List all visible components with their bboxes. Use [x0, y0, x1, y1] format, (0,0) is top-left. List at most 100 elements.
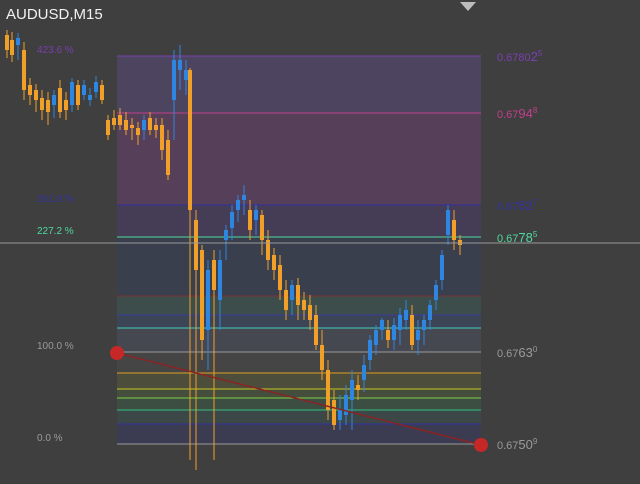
candle-body	[200, 250, 204, 340]
symbol-timeframe-label: AUDUSD,M15	[6, 6, 103, 23]
candle-body	[254, 210, 258, 220]
fib-zone	[117, 315, 481, 328]
fib-price-label: 0.678025	[497, 49, 543, 64]
fib-price-label: 0.67827	[497, 198, 538, 213]
candle-body	[344, 395, 348, 415]
trend-handle-end[interactable]	[474, 438, 488, 452]
candle-body	[332, 400, 336, 425]
candle-body	[5, 35, 9, 50]
candle-body	[398, 315, 402, 330]
candle-body	[272, 255, 276, 270]
candle-body	[70, 82, 74, 105]
candle-body	[160, 125, 164, 150]
candle-body	[218, 260, 222, 300]
candle-body	[184, 70, 188, 80]
candle-body	[94, 82, 98, 92]
fib-percent-label: 423.6 %	[37, 45, 74, 56]
fib-percent-label: 100.0 %	[37, 341, 74, 352]
candle-body	[428, 305, 432, 320]
candle-body	[380, 320, 384, 330]
candle-body	[392, 325, 396, 340]
fib-zone	[117, 352, 481, 373]
fib-zone	[117, 398, 481, 410]
candle-body	[260, 215, 264, 240]
candle-body	[416, 330, 420, 340]
candle-body	[88, 95, 92, 100]
candle-body	[82, 85, 86, 95]
fib-price-label: 0.67785	[497, 230, 538, 245]
fib-zone	[117, 328, 481, 352]
candle-body	[290, 285, 294, 300]
candle-body	[206, 270, 210, 330]
fib-zone	[117, 410, 481, 424]
candle-body	[362, 365, 366, 380]
candle-body	[16, 38, 20, 45]
fib-percent-label: 0.0 %	[37, 433, 63, 444]
candle-body	[314, 315, 318, 345]
candle-body	[236, 200, 240, 210]
candle-body	[248, 210, 252, 230]
candle-body	[320, 345, 324, 370]
fib-zone	[117, 424, 481, 444]
candle-body	[22, 50, 26, 90]
candle-body	[64, 100, 68, 110]
candle-body	[266, 240, 270, 260]
candle-body	[404, 310, 408, 320]
candle-body	[350, 380, 354, 400]
candle-body	[224, 230, 228, 240]
candle-body	[10, 40, 14, 55]
candle-body	[434, 285, 438, 300]
fib-percent-label: 261.8 %	[37, 194, 74, 205]
candle-body	[242, 195, 246, 200]
candle-body	[410, 315, 414, 345]
candle-body	[100, 85, 104, 100]
candle-body	[148, 118, 152, 130]
candle-body	[172, 60, 176, 100]
candle-body	[422, 320, 426, 330]
fib-zone	[117, 373, 481, 389]
candle-body	[130, 125, 134, 128]
fib-price-label: 0.67948	[497, 106, 538, 121]
candle-body	[112, 118, 116, 125]
candle-body	[440, 255, 444, 280]
candle-body	[374, 330, 378, 345]
candle-body	[452, 220, 456, 240]
candle-body	[308, 305, 312, 320]
fib-zone	[117, 389, 481, 398]
candle-body	[76, 85, 80, 105]
candle-body	[142, 120, 146, 130]
candle-body	[106, 120, 110, 135]
candle-body	[154, 125, 158, 130]
candle-body	[338, 410, 342, 420]
candle-body	[118, 115, 122, 125]
candle-body	[356, 385, 360, 390]
chevron-down-icon[interactable]	[460, 2, 476, 11]
fib-price-label: 0.67630	[497, 345, 538, 360]
candle-body	[28, 85, 32, 95]
candle-body	[58, 88, 62, 112]
trend-handle-start[interactable]	[110, 346, 124, 360]
candle-body	[188, 70, 192, 210]
candle-body	[212, 260, 216, 290]
fib-zone	[117, 56, 481, 113]
candle-body	[46, 100, 50, 112]
candle-body	[386, 330, 390, 340]
candle-body	[302, 300, 306, 310]
candle-body	[296, 285, 300, 305]
candle-body	[230, 212, 234, 228]
candle-body	[136, 128, 140, 135]
fib-percent-label: 227.2 %	[37, 226, 74, 237]
fib-zone	[117, 113, 481, 205]
candle-body	[368, 340, 372, 360]
candle-body	[326, 370, 330, 410]
candle-body	[194, 220, 198, 270]
candle-body	[34, 90, 38, 100]
fib-price-label: 0.67509	[497, 437, 538, 452]
candle-body	[278, 265, 282, 290]
trend-line[interactable]	[116, 352, 482, 446]
candle-body	[124, 120, 128, 130]
fib-zone	[117, 205, 481, 237]
candle-body	[446, 210, 450, 235]
